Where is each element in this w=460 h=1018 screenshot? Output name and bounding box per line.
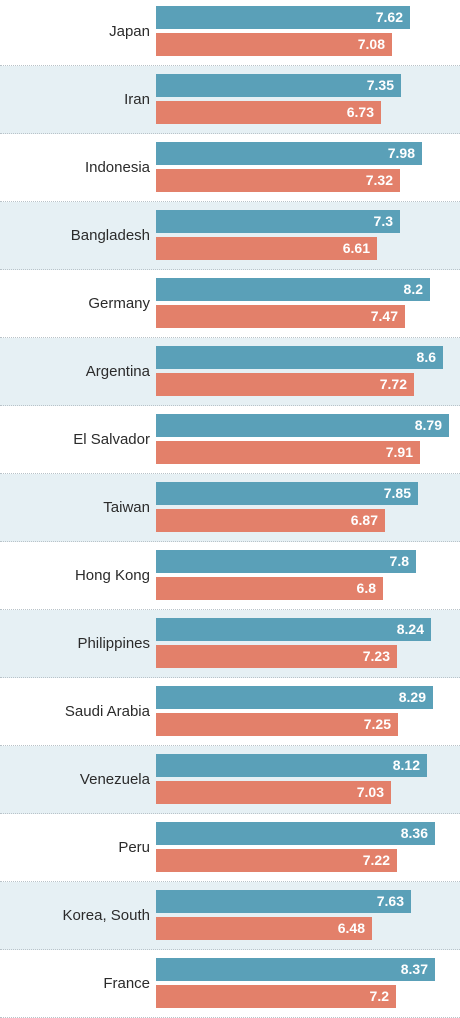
bar-series-1: 7.85 (156, 482, 418, 505)
bar-series-2: 7.47 (156, 305, 405, 328)
bar-series-2: 7.03 (156, 781, 391, 804)
chart-row: Peru 8.36 7.22 (0, 814, 460, 882)
data-label: 8.24 (396, 621, 424, 637)
category-label: Philippines (77, 635, 150, 652)
chart-row: Japan 7.62 7.08 (0, 0, 460, 66)
chart-row: Philippines 8.24 7.23 (0, 610, 460, 678)
chart-row: Indonesia 7.98 7.32 (0, 134, 460, 202)
chart-row: France 8.37 7.2 (0, 950, 460, 1018)
category-label: Germany (88, 295, 150, 312)
data-label: 8.12 (392, 757, 420, 773)
data-label: 8.79 (414, 417, 442, 433)
bar-series-1: 7.98 (156, 142, 422, 165)
bar-series-2: 6.61 (156, 237, 377, 260)
bar-series-1: 8.2 (156, 278, 430, 301)
chart-row: Hong Kong 7.8 6.8 (0, 542, 460, 610)
data-label: 7.98 (387, 145, 415, 161)
chart-row: Venezuela 8.12 7.03 (0, 746, 460, 814)
data-label: 7.22 (362, 852, 390, 868)
data-label: 6.73 (346, 104, 374, 120)
bar-series-1: 8.29 (156, 686, 433, 709)
bar-series-1: 8.6 (156, 346, 443, 369)
data-label: 6.8 (356, 580, 376, 596)
category-label: France (103, 975, 150, 992)
bar-series-2: 6.8 (156, 577, 383, 600)
data-label: 7.23 (362, 648, 390, 664)
bar-series-1: 8.24 (156, 618, 431, 641)
bar-series-2: 6.87 (156, 509, 385, 532)
bar-series-1: 8.12 (156, 754, 427, 777)
bar-series-2: 7.23 (156, 645, 397, 668)
data-label: 7.62 (375, 9, 403, 25)
category-label: Iran (124, 91, 150, 108)
category-label: Peru (118, 839, 150, 856)
bar-series-1: 7.35 (156, 74, 401, 97)
chart-row: Taiwan 7.85 6.87 (0, 474, 460, 542)
category-label: Argentina (85, 363, 150, 380)
bar-series-1: 7.62 (156, 6, 410, 29)
chart-row: Bangladesh 7.3 6.61 (0, 202, 460, 270)
chart-row: Argentina 8.6 7.72 (0, 338, 460, 406)
data-label: 6.87 (350, 512, 378, 528)
data-label: 7.8 (389, 553, 409, 569)
category-label: Hong Kong (74, 567, 150, 584)
data-label: 7.63 (376, 893, 404, 909)
data-label: 7.32 (365, 172, 393, 188)
data-label: 6.48 (337, 920, 365, 936)
data-label: 7.47 (370, 308, 398, 324)
category-label: Indonesia (84, 159, 150, 176)
data-label: 8.2 (403, 281, 423, 297)
chart-row: Germany 8.2 7.47 (0, 270, 460, 338)
category-label: Taiwan (103, 499, 150, 516)
bar-series-1: 7.3 (156, 210, 400, 233)
data-label: 7.3 (373, 213, 393, 229)
bar-series-2: 7.08 (156, 33, 392, 56)
category-label: Japan (109, 23, 150, 40)
data-label: 6.61 (342, 240, 370, 256)
category-label: Saudi Arabia (64, 703, 150, 720)
data-label: 8.29 (398, 689, 426, 705)
category-label: Bangladesh (70, 227, 150, 244)
bar-series-1: 7.63 (156, 890, 411, 913)
bar-series-2: 7.25 (156, 713, 398, 736)
chart-row: Saudi Arabia 8.29 7.25 (0, 678, 460, 746)
data-label: 7.2 (369, 988, 389, 1004)
data-label: 7.25 (363, 716, 391, 732)
bar-series-2: 7.91 (156, 441, 420, 464)
bar-series-2: 7.2 (156, 985, 396, 1008)
bar-series-2: 7.22 (156, 849, 397, 872)
data-label: 7.35 (366, 77, 394, 93)
bar-series-2: 7.32 (156, 169, 400, 192)
data-label: 7.91 (385, 444, 413, 460)
chart-row: Iran 7.35 6.73 (0, 66, 460, 134)
data-label: 7.85 (383, 485, 411, 501)
bar-series-2: 6.73 (156, 101, 381, 124)
category-label: Venezuela (79, 771, 150, 788)
bar-series-1: 8.37 (156, 958, 435, 981)
chart-row: El Salvador 8.79 7.91 (0, 406, 460, 474)
data-label: 7.72 (379, 376, 407, 392)
bar-series-1: 7.8 (156, 550, 416, 573)
category-label: Korea, South (62, 907, 150, 924)
data-label: 8.37 (400, 961, 428, 977)
data-label: 7.03 (356, 784, 384, 800)
data-label: 8.6 (416, 349, 436, 365)
category-label: El Salvador (73, 431, 150, 448)
bar-series-2: 6.48 (156, 917, 372, 940)
bar-series-1: 8.36 (156, 822, 435, 845)
bar-series-2: 7.72 (156, 373, 414, 396)
data-label: 7.08 (357, 36, 385, 52)
chart-row: Korea, South 7.63 6.48 (0, 882, 460, 950)
data-label: 8.36 (400, 825, 428, 841)
bar-series-1: 8.79 (156, 414, 449, 437)
